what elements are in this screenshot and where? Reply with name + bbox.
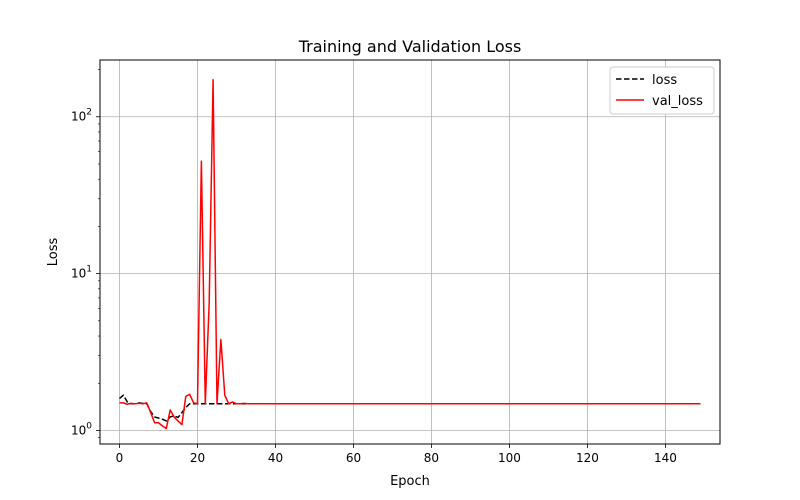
chart-title: Training and Validation Loss — [298, 37, 522, 56]
x-axis-label: Epoch — [390, 474, 430, 489]
x-axis-ticks: 0 20 40 60 80 100 120 140 — [116, 444, 677, 465]
y-tick-label: 101 — [71, 265, 92, 281]
legend-label-val-loss: val_loss — [652, 94, 703, 109]
legend: loss val_loss — [609, 66, 715, 115]
x-tick-label: 0 — [116, 451, 124, 465]
x-tick-label: 120 — [576, 451, 599, 465]
x-tick-label: 60 — [346, 451, 361, 465]
series-line-val-loss — [119, 79, 701, 430]
y-tick-label: 102 — [71, 108, 92, 124]
y-axis-ticks: 100 101 102 — [71, 69, 100, 438]
x-tick-label: 40 — [268, 451, 283, 465]
x-tick-label: 100 — [498, 451, 521, 465]
series-lines — [119, 79, 701, 430]
x-tick-label: 140 — [654, 451, 677, 465]
y-axis-label: Loss — [46, 238, 61, 267]
plot-area-frame — [99, 59, 721, 445]
x-tick-label: 20 — [190, 451, 205, 465]
legend-label-loss: loss — [652, 73, 677, 88]
x-tick-label: 80 — [424, 451, 439, 465]
y-tick-label: 100 — [71, 421, 92, 437]
grid-lines — [100, 60, 720, 444]
